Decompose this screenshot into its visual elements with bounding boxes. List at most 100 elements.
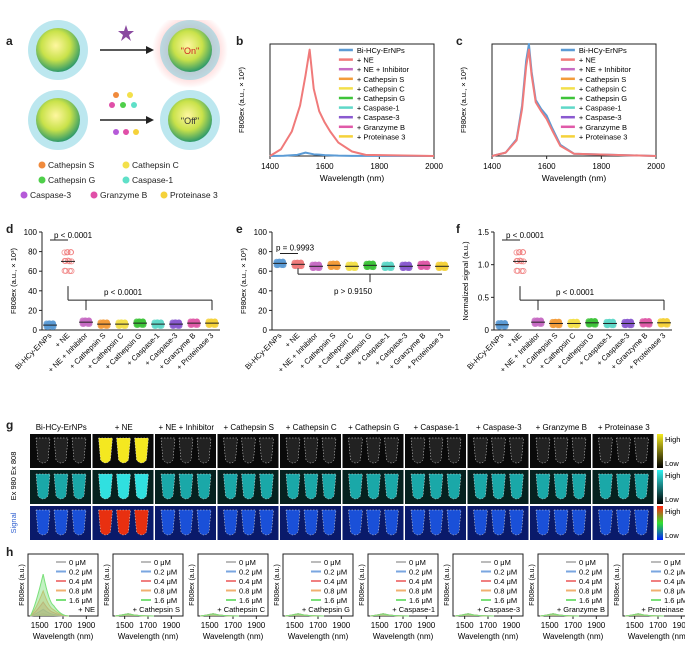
data-point-1-13 bbox=[513, 249, 520, 256]
data-point-1-9 bbox=[513, 257, 520, 264]
tube-0-3-2 bbox=[259, 437, 274, 464]
tube-1-5-2 bbox=[384, 473, 399, 500]
legend-entry-0: Bi-HCy-ErNPs bbox=[579, 46, 627, 55]
h-ylabel-3: F808ex (a.u.) bbox=[274, 564, 281, 606]
h-legend-label-1-2: 0.4 μM bbox=[154, 577, 177, 586]
h-xtick-label-3-1: 1700 bbox=[309, 621, 327, 630]
h-legend-label-0-2: 0.4 μM bbox=[69, 577, 92, 586]
tube-1-6-2 bbox=[446, 473, 462, 500]
tube-column-label-4: + Cathepsin C bbox=[286, 423, 337, 432]
h-subplot-title-7: + Proteinase 3 bbox=[641, 605, 685, 614]
annotation-1: p < 0.0001 bbox=[506, 231, 545, 240]
h-legend-label-2-2: 0.4 μM bbox=[239, 577, 262, 586]
x-tick-label-2: 1800 bbox=[370, 162, 388, 171]
h-legend-label-7-3: 0.8 μM bbox=[664, 587, 685, 596]
tube-1-1-2 bbox=[134, 473, 149, 500]
colorbar-low-0: Low bbox=[665, 459, 679, 468]
series-line-1 bbox=[269, 48, 435, 157]
h-subplot-title-0: + NE bbox=[78, 605, 95, 614]
tube-1-2-1 bbox=[178, 473, 194, 500]
tube-0-7-2 bbox=[509, 437, 524, 464]
series-line-1 bbox=[491, 48, 657, 157]
tube-2-8-0 bbox=[535, 509, 551, 536]
data-point-1-7 bbox=[67, 249, 74, 256]
y-tick-label-2: 40 bbox=[258, 287, 267, 296]
chart-c: 1400 1600 1800 2000 Wavelength (nm) F980ex (a… bbox=[459, 43, 665, 183]
h-ylabel-0: F808ex (a.u.) bbox=[19, 564, 26, 606]
x-tick-label-3: 2000 bbox=[647, 162, 665, 171]
h-xlabel-1: Wavelength (nm) bbox=[118, 632, 179, 641]
panel-label-c: c bbox=[456, 34, 463, 48]
colorbar-high-1: High bbox=[665, 471, 680, 480]
chart-h: 1500 1700 1900 Wavelength (nm) F808ex (a.u.)… bbox=[19, 553, 685, 641]
arrow-top bbox=[100, 46, 154, 54]
h-subplot-0: 1500 1700 1900 Wavelength (nm) F808ex (a.u.)… bbox=[19, 553, 99, 641]
h-xtick-label-7-1: 1700 bbox=[649, 621, 667, 630]
h-legend-label-6-0: 0 μM bbox=[579, 558, 596, 567]
legend-label-4: Caspase-3 bbox=[30, 190, 71, 200]
tube-1-3-1 bbox=[241, 473, 256, 500]
legend-dot-0 bbox=[38, 161, 46, 169]
y-axis-label: F980ex (a.u., × 10³) bbox=[239, 247, 248, 314]
h-legend-label-6-4: 1.6 μM bbox=[579, 596, 602, 605]
h-subplot-title-5: + Caspase-3 bbox=[477, 605, 520, 614]
h-subplot-2: 1500 1700 1900 Wavelength (nm) F808ex (a.u.)… bbox=[189, 553, 269, 641]
h-curve-3-4 bbox=[285, 613, 324, 617]
panel-label-g: g bbox=[6, 418, 14, 432]
tube-column-label-7: + Caspase-3 bbox=[476, 423, 522, 432]
tube-1-7-0 bbox=[473, 473, 488, 500]
tube-column-label-5: + Cathepsin G bbox=[348, 423, 399, 432]
tube-1-7-2 bbox=[509, 473, 524, 500]
tube-0-3-1 bbox=[241, 437, 256, 464]
tube-1-1-0 bbox=[98, 473, 113, 500]
tube-1-5-0 bbox=[348, 473, 363, 500]
y-axis-label: Normalized signal (a.u.) bbox=[461, 241, 470, 321]
legend-entry-6: + Caspase-1 bbox=[357, 104, 400, 113]
tube-2-1-0 bbox=[98, 509, 113, 536]
h-xtick-label-6-1: 1700 bbox=[564, 621, 582, 630]
h-subplot-title-6: + Granzyme B bbox=[557, 605, 605, 614]
legend-dot-1 bbox=[122, 161, 130, 169]
tube-0-0-1 bbox=[53, 437, 69, 464]
nanoparticle-top-left bbox=[28, 20, 88, 80]
legend-dot-6 bbox=[160, 191, 168, 199]
legend-dot-5 bbox=[90, 191, 98, 199]
tube-2-6-0 bbox=[410, 509, 426, 536]
tube-2-2-1 bbox=[178, 509, 194, 536]
legend-dot-3 bbox=[122, 176, 130, 184]
h-ylabel-1: F808ex (a.u.) bbox=[104, 564, 111, 606]
tube-0-1-2 bbox=[134, 437, 149, 464]
y-tick-label-1: 0.5 bbox=[478, 293, 490, 302]
tube-1-2-0 bbox=[160, 473, 176, 500]
arrow-bottom bbox=[100, 116, 154, 124]
on-label: "On" bbox=[181, 46, 199, 56]
tube-2-5-1 bbox=[366, 509, 381, 536]
h-legend-label-1-0: 0 μM bbox=[154, 558, 171, 567]
legend-entry-4: + Cathepsin C bbox=[579, 84, 627, 93]
tube-2-8-2 bbox=[571, 509, 587, 536]
legend-entry-5: + Cathepsin G bbox=[357, 94, 405, 103]
panel-label-e: e bbox=[236, 222, 243, 236]
chart-b: 1400 1600 1800 2000 Wavelength (nm) F808ex (a… bbox=[237, 43, 443, 183]
tube-2-0-0 bbox=[35, 509, 51, 536]
tube-column-label-6: + Caspase-1 bbox=[413, 423, 459, 432]
h-xtick-label-2-0: 1500 bbox=[201, 621, 219, 630]
h-legend-label-5-2: 0.4 μM bbox=[494, 577, 517, 586]
x-axis-label: Wavelength (nm) bbox=[542, 173, 607, 183]
legend-entry-4: + Cathepsin C bbox=[357, 84, 405, 93]
h-xtick-label-5-1: 1700 bbox=[479, 621, 497, 630]
h-legend-label-3-2: 0.4 μM bbox=[324, 577, 347, 586]
h-legend-label-0-1: 0.2 μM bbox=[69, 568, 92, 577]
data-point-1-13 bbox=[61, 249, 68, 256]
panel-label-b: b bbox=[236, 34, 244, 48]
tube-1-8-1 bbox=[553, 473, 569, 500]
tube-2-6-1 bbox=[428, 509, 444, 536]
protease-dots bbox=[109, 92, 139, 135]
h-xtick-label-2-2: 1900 bbox=[247, 621, 265, 630]
h-xtick-label-6-2: 1900 bbox=[587, 621, 605, 630]
h-legend-label-4-4: 1.6 μM bbox=[409, 596, 432, 605]
h-xtick-label-7-0: 1500 bbox=[626, 621, 644, 630]
